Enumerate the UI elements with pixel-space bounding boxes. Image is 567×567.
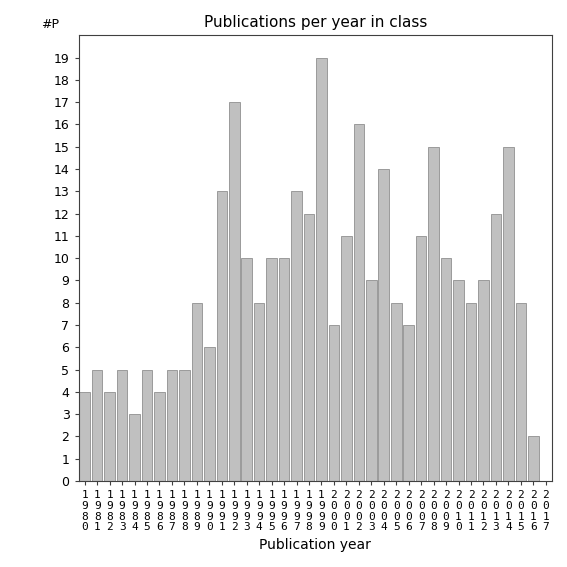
Bar	[129, 414, 140, 481]
Bar	[379, 169, 389, 481]
Bar	[366, 281, 376, 481]
Bar	[490, 214, 501, 481]
Bar	[466, 303, 476, 481]
Bar	[167, 370, 177, 481]
Bar	[79, 392, 90, 481]
Bar	[304, 214, 314, 481]
X-axis label: Publication year: Publication year	[259, 538, 371, 552]
Bar	[403, 325, 414, 481]
Bar	[142, 370, 153, 481]
Bar	[416, 236, 426, 481]
Bar	[453, 281, 464, 481]
Bar	[503, 147, 514, 481]
Bar	[354, 125, 364, 481]
Bar	[329, 325, 339, 481]
Bar	[204, 348, 215, 481]
Bar	[316, 58, 327, 481]
Bar	[154, 392, 165, 481]
Bar	[266, 258, 277, 481]
Bar	[528, 437, 539, 481]
Bar	[192, 303, 202, 481]
Bar	[478, 281, 489, 481]
Bar	[441, 258, 451, 481]
Bar	[229, 102, 239, 481]
Bar	[279, 258, 289, 481]
Bar	[217, 191, 227, 481]
Bar	[179, 370, 190, 481]
Bar	[291, 191, 302, 481]
Bar	[428, 147, 439, 481]
Bar	[341, 236, 352, 481]
Bar	[254, 303, 264, 481]
Bar	[92, 370, 103, 481]
Text: #P: #P	[41, 18, 58, 31]
Title: Publications per year in class: Publications per year in class	[204, 15, 427, 30]
Bar	[515, 303, 526, 481]
Bar	[391, 303, 401, 481]
Bar	[242, 258, 252, 481]
Bar	[117, 370, 128, 481]
Bar	[104, 392, 115, 481]
